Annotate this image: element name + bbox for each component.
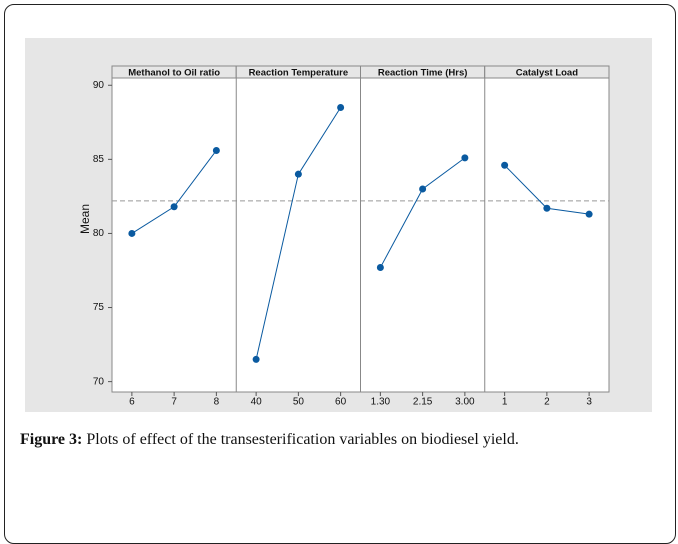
data-point <box>212 146 220 154</box>
y-axis-label: Mean <box>78 204 92 234</box>
data-point <box>461 154 469 162</box>
data-point <box>337 103 345 111</box>
y-tick-label: 75 <box>93 302 105 313</box>
x-tick-label: 2 <box>544 397 550 408</box>
caption-label: Figure 3: <box>20 431 83 448</box>
data-point <box>501 161 509 169</box>
x-tick-label: 3 <box>586 397 592 408</box>
panel-title: Catalyst Load <box>516 68 578 79</box>
y-tick-label: 70 <box>93 376 105 387</box>
data-point <box>128 229 136 237</box>
x-tick-label: 8 <box>214 397 220 408</box>
data-point <box>252 355 260 363</box>
data-point <box>419 185 427 193</box>
caption-text: Plots of effect of the transesterificati… <box>86 431 519 448</box>
data-point <box>585 210 593 218</box>
x-tick-label: 60 <box>335 397 347 408</box>
data-point <box>543 204 551 212</box>
data-point <box>294 170 302 178</box>
y-tick-label: 80 <box>93 228 105 239</box>
x-tick-label: 1.30 <box>371 397 391 408</box>
x-tick-label: 3.00 <box>455 397 475 408</box>
panel-title: Reaction Temperature <box>249 68 349 79</box>
x-tick-label: 1 <box>502 397 508 408</box>
x-tick-label: 7 <box>171 397 177 408</box>
panel-header <box>484 65 610 79</box>
x-tick-label: 2.15 <box>413 397 433 408</box>
x-tick-label: 40 <box>251 397 263 408</box>
panel-title: Methanol to Oil ratio <box>128 68 220 79</box>
chart: Mean 70 75 80 85 90 Methanol to Oil ratio 6 7 8 R… <box>25 38 652 412</box>
data-point <box>376 264 384 272</box>
caption: Figure 3: Plots of effect of the transes… <box>20 428 656 452</box>
y-tick-label: 90 <box>93 80 105 91</box>
x-tick-label: 50 <box>293 397 305 408</box>
x-tick-label: 6 <box>129 397 135 408</box>
data-point <box>170 203 178 211</box>
y-tick-label: 85 <box>93 154 105 165</box>
panel-title: Reaction Time (Hrs) <box>378 68 468 79</box>
